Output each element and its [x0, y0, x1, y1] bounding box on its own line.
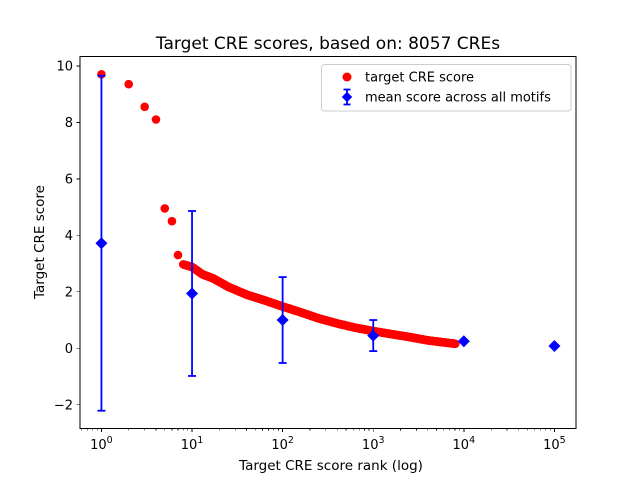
- x-tick-label: 105: [543, 435, 566, 453]
- y-tick-label: 0: [65, 342, 73, 357]
- blue-mean-point: [276, 314, 289, 327]
- red-data-point: [140, 102, 149, 112]
- legend-label-target-score: target CRE score: [365, 71, 474, 86]
- x-axis: 100 101 102 103 104 105: [80, 428, 566, 453]
- blue-mean-point: [548, 340, 561, 353]
- axes-box: [79, 56, 577, 429]
- red-data-point: [151, 115, 161, 124]
- y-axis: −2 0 2 4 6 8 10: [54, 59, 80, 413]
- red-data-point: [167, 216, 177, 226]
- blue-mean-point: [457, 335, 470, 348]
- red-data-point: [173, 250, 183, 260]
- series-mean-score: [95, 74, 561, 412]
- x-tick-label: 104: [453, 435, 476, 453]
- x-tick-label: 103: [362, 435, 385, 453]
- red-dot-icon: [342, 72, 352, 82]
- x-tick-label: 101: [181, 435, 204, 453]
- red-data-point: [160, 204, 170, 213]
- x-axis-label: Target CRE score rank (log): [238, 458, 423, 474]
- legend-label-mean-score: mean score across all motifs: [365, 91, 551, 106]
- series-target-cre-score: [97, 69, 460, 349]
- y-tick-label: 8: [65, 116, 73, 131]
- legend: target CRE score mean score across all m…: [321, 64, 572, 112]
- y-tick-label: 6: [65, 172, 73, 187]
- y-axis-label: Target CRE score: [32, 185, 48, 300]
- blue-mean-point: [95, 237, 108, 250]
- red-data-point: [124, 79, 134, 89]
- blue-mean-point: [367, 329, 380, 342]
- blue-diamond-errorbar-icon: [341, 88, 353, 106]
- y-tick-label: 4: [65, 229, 73, 244]
- chart-title: Target CRE scores, based on: 8057 CREs: [155, 34, 500, 54]
- y-tick-label: 10: [56, 59, 73, 74]
- y-tick-label: 2: [65, 285, 73, 300]
- blue-mean-point: [341, 91, 353, 103]
- x-tick-label: 102: [271, 435, 294, 453]
- blue-mean-point: [186, 287, 199, 300]
- y-tick-label: −2: [54, 398, 73, 413]
- x-tick-label: 100: [90, 435, 113, 453]
- legend-box: [321, 64, 572, 112]
